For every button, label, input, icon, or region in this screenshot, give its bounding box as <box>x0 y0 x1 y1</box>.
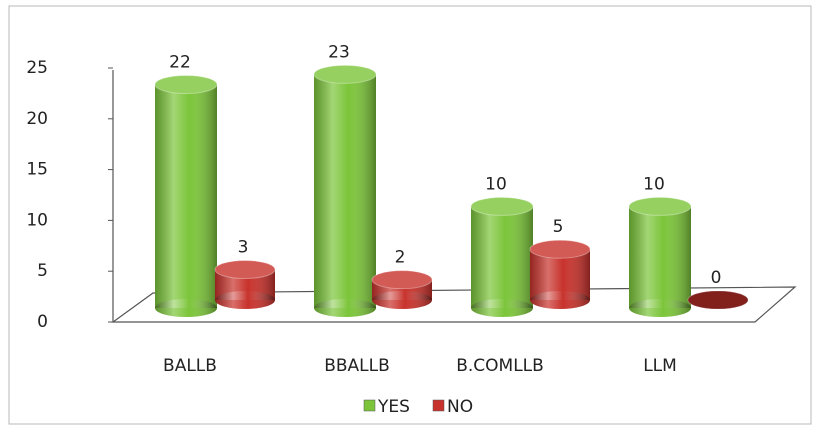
cylinder-top <box>371 270 433 290</box>
data-label: 0 <box>711 268 722 288</box>
legend-swatch <box>432 399 445 412</box>
cylinder <box>214 260 276 309</box>
cylinder <box>470 196 534 317</box>
cylinder-top <box>214 260 276 280</box>
data-label: 10 <box>485 174 507 194</box>
y-tick-label: 0 <box>37 312 48 332</box>
data-label: 3 <box>238 238 249 258</box>
cylinder <box>529 239 591 309</box>
data-label: 23 <box>328 42 350 62</box>
cylinder-shading <box>629 206 691 308</box>
chart-border <box>8 5 812 425</box>
y-tick-label: 20 <box>26 109 48 129</box>
data-label: 5 <box>553 217 564 237</box>
cylinder-top <box>313 64 377 84</box>
cylinder-top <box>687 290 749 310</box>
cylinder <box>371 270 433 309</box>
cylinder-bottom-shading <box>155 299 217 317</box>
cylinder-top-highlight <box>372 270 432 289</box>
cylinder-bottom-shading <box>629 299 691 317</box>
legend-label: NO <box>447 397 473 417</box>
cylinder-top-highlight <box>688 291 748 309</box>
cylinder-shading <box>314 74 376 308</box>
cylinder-top-highlight <box>215 260 275 279</box>
cylinder-top-highlight <box>155 75 217 94</box>
cylinder <box>687 290 749 310</box>
cylinder-top <box>628 196 692 216</box>
cylinder-bottom-shading <box>471 299 533 317</box>
cylinder-bottom-shading <box>530 291 590 309</box>
cylinder-shading <box>155 84 217 308</box>
cylinder <box>313 64 377 317</box>
x-tick-label: B.COMLLB <box>456 356 544 376</box>
y-tick-label: 5 <box>37 261 48 281</box>
cylinder-bottom-shading <box>314 299 376 317</box>
cylinder-top-highlight <box>314 65 376 84</box>
data-label: 10 <box>643 174 665 194</box>
x-tick-label: LLM <box>643 356 677 376</box>
x-tick-label: BALLB <box>163 356 217 376</box>
cylinder-top-highlight <box>629 197 691 216</box>
data-label: 22 <box>169 52 191 72</box>
cylinder-bottom-shading <box>372 291 432 309</box>
cylinder <box>628 196 692 317</box>
legend-swatch <box>363 399 376 412</box>
cylinder-shading <box>471 206 533 308</box>
y-tick-label: 10 <box>26 210 48 230</box>
y-tick-label: 15 <box>26 160 48 180</box>
cylinder-top <box>154 74 218 94</box>
cylinder-top <box>470 196 534 216</box>
cylinder-top-highlight <box>530 240 590 259</box>
data-label: 2 <box>395 248 406 268</box>
cylinder-bottom-shading <box>215 291 275 309</box>
cylinder <box>154 74 218 317</box>
legend-label: YES <box>377 397 410 417</box>
cylinder-top <box>529 239 591 259</box>
y-tick-label: 25 <box>26 58 48 78</box>
cylinder-top-highlight <box>471 197 533 216</box>
x-tick-label: BBALLB <box>324 356 390 376</box>
floor <box>111 286 797 323</box>
